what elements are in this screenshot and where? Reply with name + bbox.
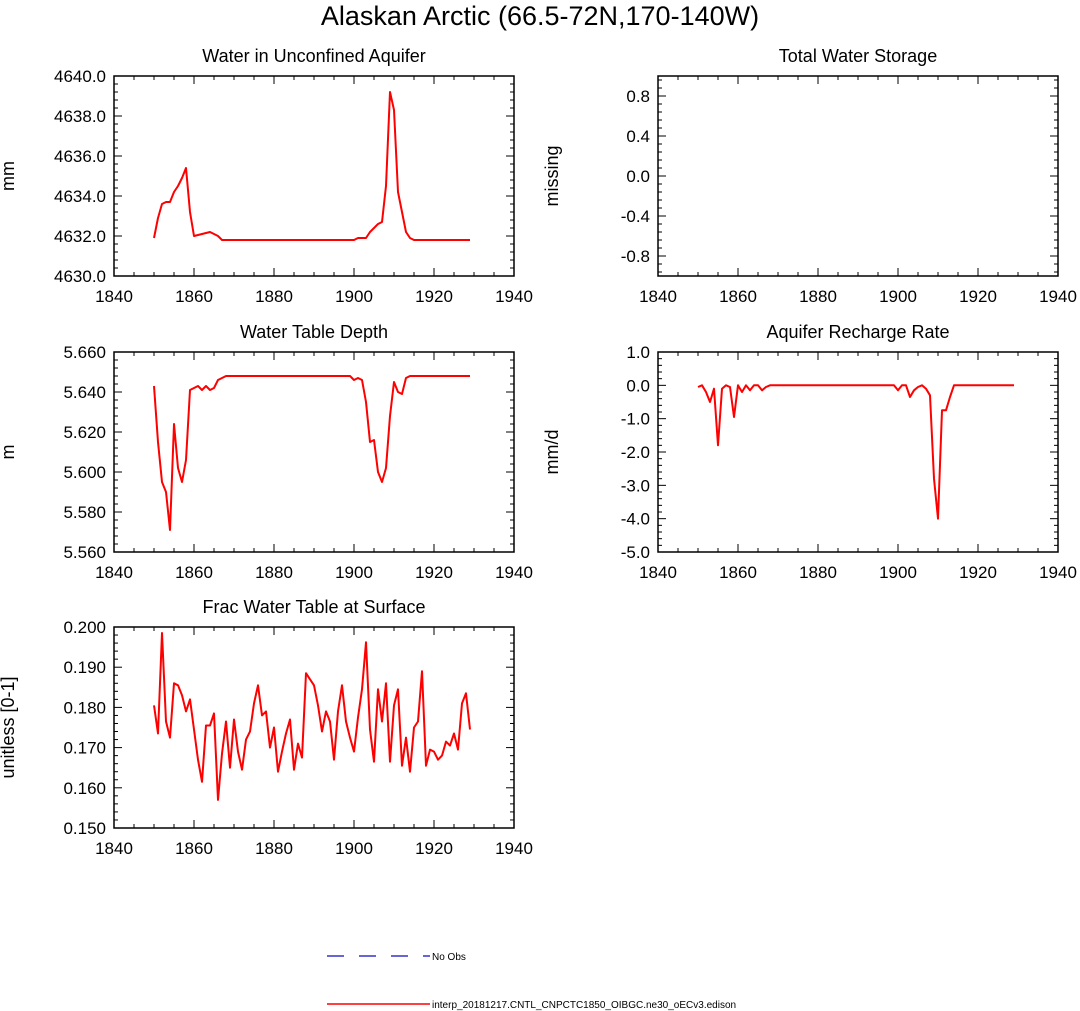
x-tick-label: 1940	[495, 287, 533, 306]
x-tick-label: 1920	[959, 563, 997, 582]
x-tick-label: 1880	[255, 563, 293, 582]
x-tick-label: 1840	[639, 287, 677, 306]
x-tick-label: 1860	[175, 563, 213, 582]
y-tick-label: 1.0	[626, 343, 650, 362]
series-line-1	[153, 91, 470, 241]
y-tick-label: 0.180	[63, 698, 106, 717]
legend: No Obs interp_20181217.CNTL_CNPCTC1850_OI…	[327, 952, 736, 1011]
y-tick-label: 4632.0	[54, 227, 106, 246]
y-tick-label: 5.600	[63, 463, 106, 482]
y-tick-label: 0.4	[626, 127, 650, 146]
x-tick-label: 1840	[95, 839, 133, 858]
x-tick-label: 1920	[415, 839, 453, 858]
x-tick-label: 1900	[335, 287, 373, 306]
y-tick-label: 4638.0	[54, 107, 106, 126]
x-tick-label: 1940	[495, 839, 533, 858]
x-tick-label: 1840	[95, 563, 133, 582]
y-axis-label: unitless [0-1]	[0, 676, 18, 778]
chart-title: Total Water Storage	[779, 46, 937, 66]
chart-panel-4: Aquifer Recharge Rate 1840 1860 1880 1900 192…	[542, 322, 1077, 582]
y-axis-label: mm	[0, 161, 18, 191]
y-tick-label: 0.0	[626, 376, 650, 395]
x-tick-label: 1840	[639, 563, 677, 582]
chart-panel-1: Water in Unconfined Aquifer 1840 1860 1880 1…	[0, 46, 533, 306]
series-line-1	[153, 632, 471, 801]
series-line-1	[697, 384, 1014, 520]
page-title: Alaskan Arctic (66.5-72N,170-140W)	[321, 1, 759, 31]
plot-frame	[113, 351, 515, 553]
y-axis-label: mm/d	[542, 430, 562, 475]
y-tick-label: -3.0	[621, 476, 650, 495]
y-tick-label: 5.560	[63, 543, 106, 562]
y-tick-label: 4636.0	[54, 147, 106, 166]
y-tick-label: 5.660	[63, 343, 106, 362]
y-tick-label: 0.170	[63, 739, 106, 758]
plot-frame	[113, 75, 515, 277]
series-line-1	[153, 375, 470, 531]
x-tick-label: 1900	[879, 563, 917, 582]
y-tick-label: 4634.0	[54, 187, 106, 206]
y-axis-label: missing	[542, 145, 562, 206]
y-tick-label: 5.640	[63, 383, 106, 402]
plot-frame	[657, 75, 1059, 277]
x-tick-label: 1880	[255, 287, 293, 306]
y-tick-label: -1.0	[621, 410, 650, 429]
y-tick-label: 0.150	[63, 819, 106, 838]
x-tick-label: 1920	[959, 287, 997, 306]
y-tick-label: -0.8	[621, 247, 650, 266]
x-tick-label: 1860	[175, 839, 213, 858]
chart-title: Water in Unconfined Aquifer	[202, 46, 425, 66]
x-tick-label: 1920	[415, 287, 453, 306]
chart-panels: Water in Unconfined Aquifer 1840 1860 1880 1…	[0, 46, 1077, 858]
x-tick-label: 1840	[95, 287, 133, 306]
legend-label-1: No Obs	[432, 952, 466, 963]
y-tick-label: -2.0	[621, 443, 650, 462]
x-tick-label: 1920	[415, 563, 453, 582]
y-tick-label: -4.0	[621, 510, 650, 529]
chart-title: Water Table Depth	[240, 322, 388, 342]
x-tick-label: 1860	[719, 563, 757, 582]
chart-title: Aquifer Recharge Rate	[766, 322, 949, 342]
y-axis-label: m	[0, 445, 18, 460]
x-tick-label: 1880	[255, 839, 293, 858]
y-tick-label: 0.160	[63, 779, 106, 798]
y-tick-label: 0.190	[63, 658, 106, 677]
y-tick-label: 5.580	[63, 503, 106, 522]
y-tick-label: 0.8	[626, 87, 650, 106]
y-tick-label: -5.0	[621, 543, 650, 562]
y-tick-label: 0.0	[626, 167, 650, 186]
chart-title: Frac Water Table at Surface	[202, 597, 425, 617]
legend-label-2: interp_20181217.CNTL_CNPCTC1850_OIBGC.ne…	[432, 1000, 736, 1011]
x-tick-label: 1940	[1039, 287, 1077, 306]
x-tick-label: 1900	[879, 287, 917, 306]
chart-panel-3: Water Table Depth 1840 1860 1880 1900 1920 194…	[0, 322, 533, 582]
y-tick-label: 0.200	[63, 618, 106, 637]
y-tick-label: 4640.0	[54, 67, 106, 86]
chart-panel-5: Frac Water Table at Surface 1840 1860 1880 1…	[0, 597, 533, 858]
y-tick-label: 5.620	[63, 423, 106, 442]
y-tick-label: 4630.0	[54, 267, 106, 286]
chart-panel-2: Total Water Storage 1840 1860 1880 1900 1920 1…	[542, 46, 1077, 306]
plot-frame	[657, 351, 1059, 553]
y-tick-label: -0.4	[621, 207, 650, 226]
x-tick-label: 1940	[1039, 563, 1077, 582]
x-tick-label: 1860	[175, 287, 213, 306]
x-tick-label: 1880	[799, 563, 837, 582]
x-tick-label: 1860	[719, 287, 757, 306]
x-tick-label: 1940	[495, 563, 533, 582]
x-tick-label: 1900	[335, 839, 373, 858]
x-tick-label: 1880	[799, 287, 837, 306]
x-tick-label: 1900	[335, 563, 373, 582]
plot-frame	[113, 626, 515, 829]
